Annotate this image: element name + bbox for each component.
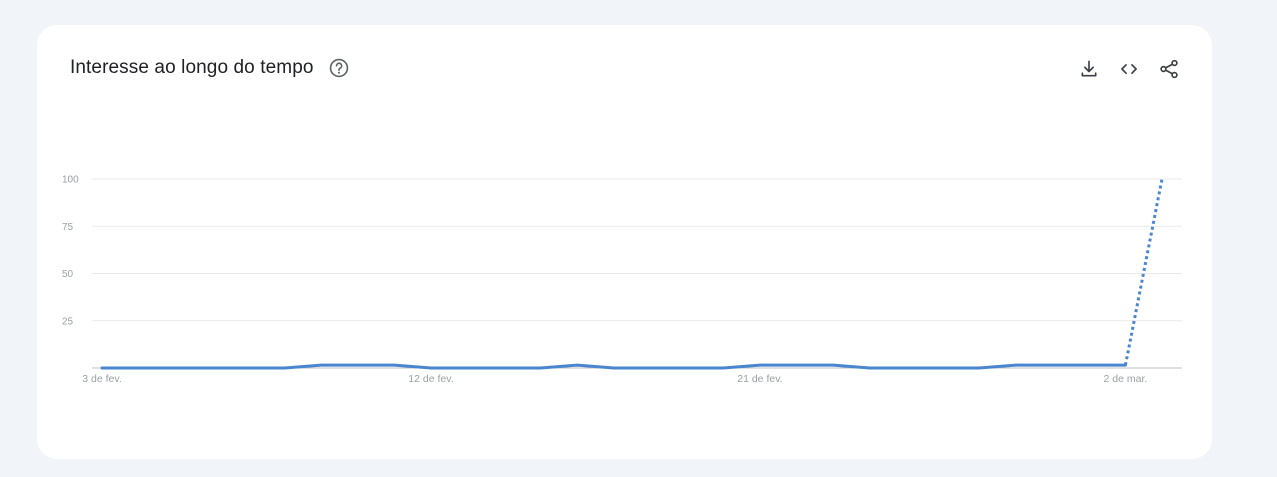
line-chart: 25 50 75 100 3 de fev. 12 de fev. 21 de fev. 2 … xyxy=(62,175,1182,385)
y-tick-label: 100 xyxy=(62,175,79,186)
y-tick-label: 50 xyxy=(62,269,74,280)
card-header: Interesse ao longo do tempo xyxy=(70,57,350,79)
y-tick-label: 75 xyxy=(62,222,74,233)
interest-over-time-card: Interesse ao longo do tempo xyxy=(37,25,1212,459)
series-line-partial-dotted xyxy=(1123,178,1164,366)
help-circle-icon[interactable] xyxy=(328,57,350,79)
series-line-solid xyxy=(100,363,1127,370)
x-tick-label: 21 de fev. xyxy=(737,373,782,385)
card-title: Interesse ao longo do tempo xyxy=(70,57,314,78)
embed-icon[interactable] xyxy=(1118,58,1140,80)
x-tick-label: 2 de mar. xyxy=(1104,373,1148,385)
card-actions xyxy=(1078,58,1180,80)
x-tick-label: 3 de fev. xyxy=(82,373,122,385)
share-icon[interactable] xyxy=(1158,58,1180,80)
y-tick-label: 25 xyxy=(62,316,74,327)
download-icon[interactable] xyxy=(1078,58,1100,80)
x-tick-label: 12 de fev. xyxy=(408,373,453,385)
